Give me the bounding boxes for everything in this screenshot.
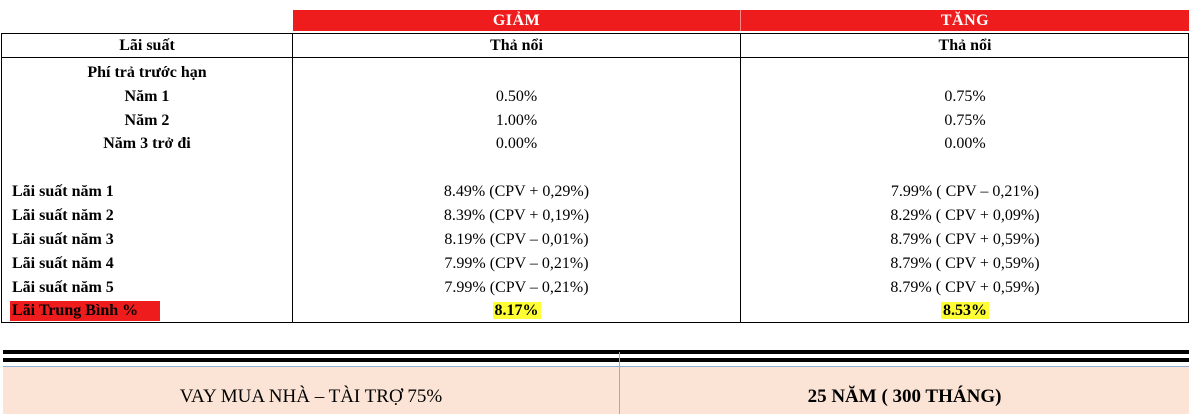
- rate-row-label: Lãi suất năm 1: [12, 183, 114, 200]
- prepayment-increase-value: 0.00%: [944, 135, 986, 152]
- row-divider: [1, 57, 1189, 58]
- rate-decrease-value: 8.19% (CPV – 0,01%): [444, 231, 589, 248]
- rate-increase-value: 8.29% ( CPV + 0,09%): [890, 207, 1040, 224]
- decrease-type: Thả nổi: [490, 37, 543, 54]
- average-increase-value: 8.53%: [941, 302, 989, 319]
- separator-line: [3, 350, 1189, 354]
- band-border: [3, 366, 1189, 367]
- prepayment-decrease-value: 1.00%: [495, 112, 538, 129]
- prepayment-title: Phí trả trước hạn: [87, 64, 207, 81]
- column-divider: [740, 33, 741, 323]
- prepayment-increase-value: 0.75%: [944, 88, 986, 105]
- prepayment-increase-value: 0.75%: [944, 112, 986, 129]
- rate-increase-value: 7.99% ( CPV – 0,21%): [890, 183, 1040, 200]
- rate-row-label: Lãi suất năm 4: [12, 255, 114, 272]
- loan-title: VAY MUA NHÀ – TÀI TRỢ 75%: [179, 386, 443, 407]
- prepayment-decrease-value: 0.50%: [495, 88, 538, 105]
- rate-row-label: Lãi suất năm 3: [12, 231, 114, 248]
- prepayment-decrease-value: 0.00%: [495, 135, 538, 152]
- prepayment-row-label: Năm 2: [124, 112, 170, 129]
- rate-table: [1, 33, 1189, 323]
- rate-increase-value: 8.79% ( CPV + 0,59%): [890, 255, 1040, 272]
- average-label: Lãi Trung Bình %: [10, 301, 160, 321]
- loan-term: 25 NĂM ( 300 THÁNG): [807, 386, 1002, 407]
- rate-decrease-value: 7.99% (CPV – 0,21%): [444, 255, 589, 272]
- average-decrease-value: 8.17%: [492, 302, 541, 319]
- prepayment-row-label: Năm 3 trở đi: [103, 135, 191, 152]
- rate-increase-value: 8.79% ( CPV + 0,59%): [890, 279, 1040, 296]
- rate-decrease-value: 7.99% (CPV – 0,21%): [444, 279, 589, 296]
- separator-line: [3, 358, 1189, 362]
- rate-increase-value: 8.79% ( CPV + 0,59%): [890, 231, 1040, 248]
- rate-decrease-value: 8.49% (CPV + 0,29%): [443, 183, 590, 200]
- average-increase-cell: 8.53%: [741, 300, 1189, 322]
- decrease-header: GIẢM: [293, 10, 740, 31]
- column-divider: [292, 33, 293, 323]
- band-divider: [619, 352, 620, 414]
- rate-row-label: Lãi suất năm 5: [12, 279, 114, 296]
- rate-decrease-value: 8.39% (CPV + 0,19%): [443, 207, 590, 224]
- rate-row-label: Lãi suất năm 2: [12, 207, 114, 224]
- loan-summary-band: [3, 366, 1189, 414]
- increase-type: Thả nổi: [938, 37, 992, 54]
- prepayment-row-label: Năm 1: [124, 88, 170, 105]
- interest-label: Lãi suất: [119, 37, 175, 54]
- increase-header: TĂNG: [740, 10, 1189, 31]
- average-decrease-cell: 8.17%: [293, 300, 740, 322]
